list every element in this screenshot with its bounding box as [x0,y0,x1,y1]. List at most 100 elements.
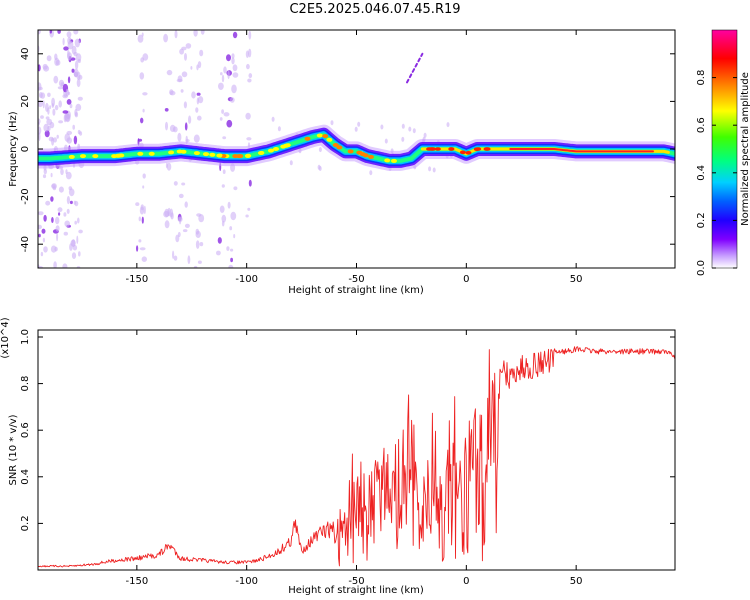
noise-blob [63,212,67,217]
ridge-hotspot [448,147,455,151]
noise-blob [357,121,361,127]
noise-blob [57,86,63,90]
x-tick-label: 0 [463,274,469,285]
noise-blob [180,89,184,93]
noise-blob [62,110,69,114]
noise-blob [177,216,183,222]
spectrogram-y-axis-label: Frequency (Hz) [8,111,19,187]
x-tick-label: 50 [570,576,583,587]
noise-blob [43,246,48,253]
noise-blob [43,214,47,222]
noise-blob [74,108,78,117]
y-tick-label: -40 [20,236,31,252]
noise-blob [423,132,427,138]
noise-blob [38,211,44,216]
y-tick-label: 0.8 [20,376,31,392]
noise-blob [175,234,180,243]
noise-blob [77,129,81,135]
y-tick-label: -20 [20,188,31,204]
noise-blob [73,51,78,57]
noise-blob [380,124,384,130]
noise-blob [75,103,82,111]
noise-blob [222,169,226,174]
noise-blob [38,30,41,35]
noise-blob [62,37,65,46]
noise-blob [55,216,60,225]
noise-blob [67,52,72,61]
noise-blob [45,116,50,120]
noise-blob [247,78,252,83]
noise-blob [401,136,405,142]
noise-blob [408,126,412,132]
noise-blob [137,34,144,43]
noise-blob [71,252,77,259]
noise-blob [245,214,249,218]
ridge-hotspot [391,158,397,163]
noise-blob [143,205,146,215]
noise-blob [231,53,235,59]
snr-trace [38,346,675,568]
noise-blob [38,126,42,135]
noise-blob [38,132,41,142]
noise-blob [226,119,233,128]
noise-blob [191,91,196,99]
noise-blob [142,185,145,189]
noise-blob [221,214,227,223]
noise-blob [198,96,204,104]
noise-blob [69,243,73,251]
noise-blob [51,184,56,188]
ridge-hotspot [80,154,86,159]
noise-blob [42,100,45,109]
noise-blob [230,248,234,252]
noise-blob [446,122,450,128]
ridge-hotspot [92,154,99,159]
noise-blob [200,30,205,35]
noise-blob [45,102,49,112]
noise-blob [220,72,223,76]
noise-blob [38,233,41,238]
noise-blob [184,53,187,61]
noise-blob [195,230,201,238]
noise-blob [173,255,178,261]
ridge-hotspot [316,133,323,138]
noise-blob [172,250,175,259]
noise-blob [230,211,237,221]
colorbar-label: Normalized spectral amplitude [740,72,750,226]
ridge-hotspot [176,149,183,154]
noise-blob [142,108,145,113]
colorbar-tick-label: 0.2 [696,212,707,228]
noise-blob [226,246,230,251]
noise-blob [139,247,146,251]
noise-blob [73,135,78,145]
noise-blob [170,212,174,220]
noise-blob [227,201,231,209]
noise-blob [78,74,83,80]
noise-blob [185,43,192,49]
noise-blob [57,30,61,34]
noise-blob [63,46,69,51]
noise-blob [58,212,61,216]
noise-blob [78,251,81,257]
ridge-hotspot [362,153,369,158]
noise-blob [135,202,140,207]
snr-multiplier-label: (x10^4) [0,317,11,358]
noise-blob [67,76,71,84]
noise-blob [248,73,253,79]
noise-blob [141,216,144,224]
ridge-hotspot [273,147,279,151]
noise-blob [318,166,322,171]
noise-blob [77,217,80,224]
noise-blob [142,173,146,179]
noise-blob [231,84,237,94]
noise-blob [289,160,293,166]
y-tick-label: 0.6 [20,422,31,438]
colorbar-tick-label: 0.0 [696,260,707,276]
noise-blob [178,193,184,199]
noise-blob [401,123,405,129]
noise-blob [78,229,83,234]
noise-blob [63,231,68,236]
noise-blob [354,126,358,132]
noise-blob [58,100,62,108]
noise-blob [197,260,202,264]
noise-blob [369,170,373,176]
